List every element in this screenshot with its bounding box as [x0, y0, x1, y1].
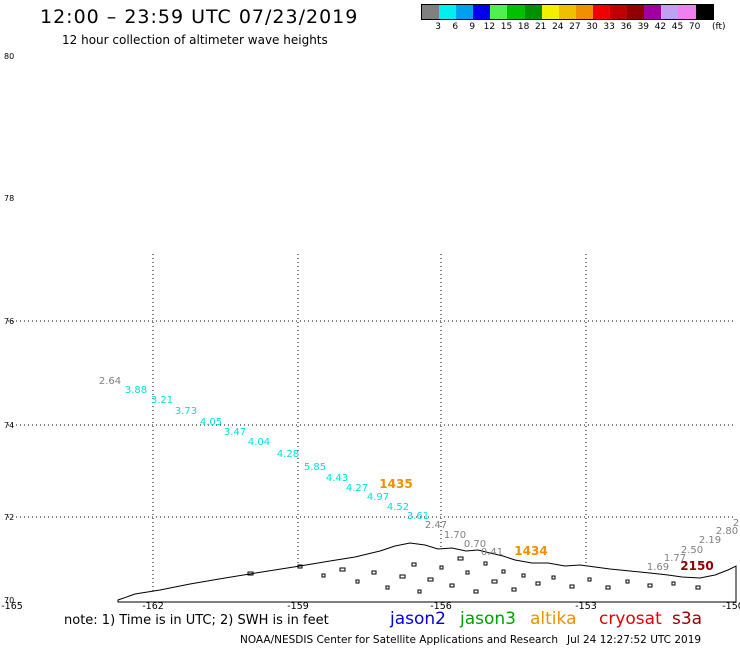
footer-note: note: 1) Time is in UTC; 2) SWH is in fe… [64, 613, 329, 628]
wave-height-value: 3.88 [125, 385, 147, 396]
satellite-label-altika: altika [530, 609, 577, 629]
legend-swatch [541, 5, 559, 19]
legend-swatch [661, 5, 679, 19]
pass-time-label: 1434 [514, 544, 547, 558]
legend-swatch [422, 5, 440, 19]
wave-height-value: 4.52 [387, 502, 409, 513]
wave-height-value: 2.80 [716, 526, 738, 537]
legend-swatch [439, 5, 457, 19]
wave-height-value: 2.64 [99, 376, 121, 387]
satellite-label-cryosat: cryosat [599, 609, 662, 629]
wave-height-value: 2.50 [681, 545, 703, 556]
legend-swatches [421, 4, 714, 20]
legend-label: 39 [637, 22, 650, 32]
legend-label: 42 [654, 22, 667, 32]
map-subtitle: 12 hour collection of altimeter wave hei… [62, 33, 328, 47]
latitude-tick-label: 80 [4, 52, 14, 61]
legend-label: 21 [534, 22, 547, 32]
wave-height-value: 4.97 [367, 492, 389, 503]
legend-labels: 3 6 9 12 15 18 21 24 27 30 33 36 39 42 45 70 [421, 20, 714, 34]
legend-label: 18 [517, 22, 530, 32]
legend-swatch [524, 5, 542, 19]
satellite-label-s3a: s3a [672, 609, 703, 629]
legend-label: 45 [671, 22, 684, 32]
longitude-tick-label: -156 [430, 601, 452, 610]
legend-unit: (ft) [712, 22, 726, 32]
legend-label: 27 [569, 22, 581, 32]
pass-time-label: 1435 [379, 477, 412, 491]
wave-height-value: 4.04 [248, 437, 270, 448]
wave-height-map: 80 78 76 74 72 70-165 -162 -159 -156 -153 -150 2.6… [1, 52, 740, 610]
legend-label: 6 [452, 22, 459, 32]
legend-swatch [507, 5, 525, 19]
legend-label: 9 [469, 22, 476, 32]
legend-swatch [473, 5, 491, 19]
legend-label: 24 [552, 22, 564, 32]
legend-swatch [610, 5, 628, 19]
latitude-tick-label: 74 [4, 421, 14, 430]
latitude-tick-label: 78 [4, 194, 14, 203]
wave-height-value: 1.77 [664, 553, 686, 564]
satellite-label-jason2: jason2 [390, 609, 446, 629]
legend-label: 12 [483, 22, 496, 32]
wave-height-value: 1.70 [444, 530, 466, 541]
longitude-tick-label: -153 [575, 601, 597, 610]
longitude-tick-label: -159 [287, 601, 309, 610]
coastline-islands [247, 556, 701, 594]
wave-height-value: 4.27 [346, 483, 368, 494]
latitude-tick-label: 70 [4, 596, 14, 605]
axis-tick-labels: 80 78 76 74 72 70-165 -162 -159 -156 -153 -150 [1, 52, 740, 610]
legend-label: 15 [500, 22, 513, 32]
wave-height-value: 3.47 [224, 427, 246, 438]
wave-height-color-legend: 3 6 9 12 15 18 21 24 27 30 33 36 39 42 45 70 [421, 4, 714, 34]
satellite-label-jason3: jason3 [460, 609, 516, 629]
footer-timestamp: Jul 24 12:27:52 UTC 2019 [567, 634, 702, 646]
legend-swatch [695, 5, 713, 19]
legend-swatch [575, 5, 593, 19]
wave-height-value: 4.28 [277, 449, 299, 460]
wave-height-value: 3.73 [175, 406, 197, 417]
wave-height-value: 0.41 [481, 547, 503, 558]
legend-swatch [558, 5, 576, 19]
wave-height-value: 3.61 [407, 511, 429, 522]
wave-height-value: 2 [733, 518, 739, 529]
wave-height-value: 2.19 [699, 535, 721, 546]
wave-height-value: 1.69 [647, 562, 669, 573]
graticule [8, 254, 735, 600]
legend-swatch [644, 5, 662, 19]
pass-time-label: 2150 [680, 559, 713, 573]
longitude-tick-label: -150 [722, 601, 740, 610]
legend-swatch [490, 5, 508, 19]
legend-label: 36 [620, 22, 632, 32]
legend-label: 33 [603, 22, 615, 32]
footer-credit: NOAA/NESDIS Center for Satellite Applica… [240, 634, 558, 646]
legend-label: 30 [586, 22, 598, 32]
wave-height-observations: 2.64 3.88 3.213.734.053.474.04 4.28 5.854.43… [99, 376, 739, 573]
longitude-tick-label: -162 [142, 601, 164, 610]
legend-swatch [456, 5, 474, 19]
wave-height-value: 4.05 [200, 417, 222, 428]
longitude-tick-label: -165 [1, 601, 23, 610]
latitude-tick-label: 76 [4, 317, 14, 326]
legend-label: 70 [688, 22, 701, 32]
wave-height-value: 5.85 [304, 462, 326, 473]
legend-swatch [592, 5, 611, 19]
wave-height-value: 0.70 [464, 539, 486, 550]
wave-height-value: 2.47 [425, 520, 447, 531]
legend-swatch [627, 5, 645, 19]
legend-label: 3 [435, 22, 441, 32]
legend-swatch [678, 5, 696, 19]
wave-height-value: 4.43 [326, 473, 348, 484]
wave-height-value: 3.21 [151, 395, 173, 406]
coastline-outline [117, 542, 737, 603]
map-title: 12:00 – 23:59 UTC 07/23/2019 [40, 6, 359, 28]
latitude-tick-label: 72 [4, 513, 14, 522]
